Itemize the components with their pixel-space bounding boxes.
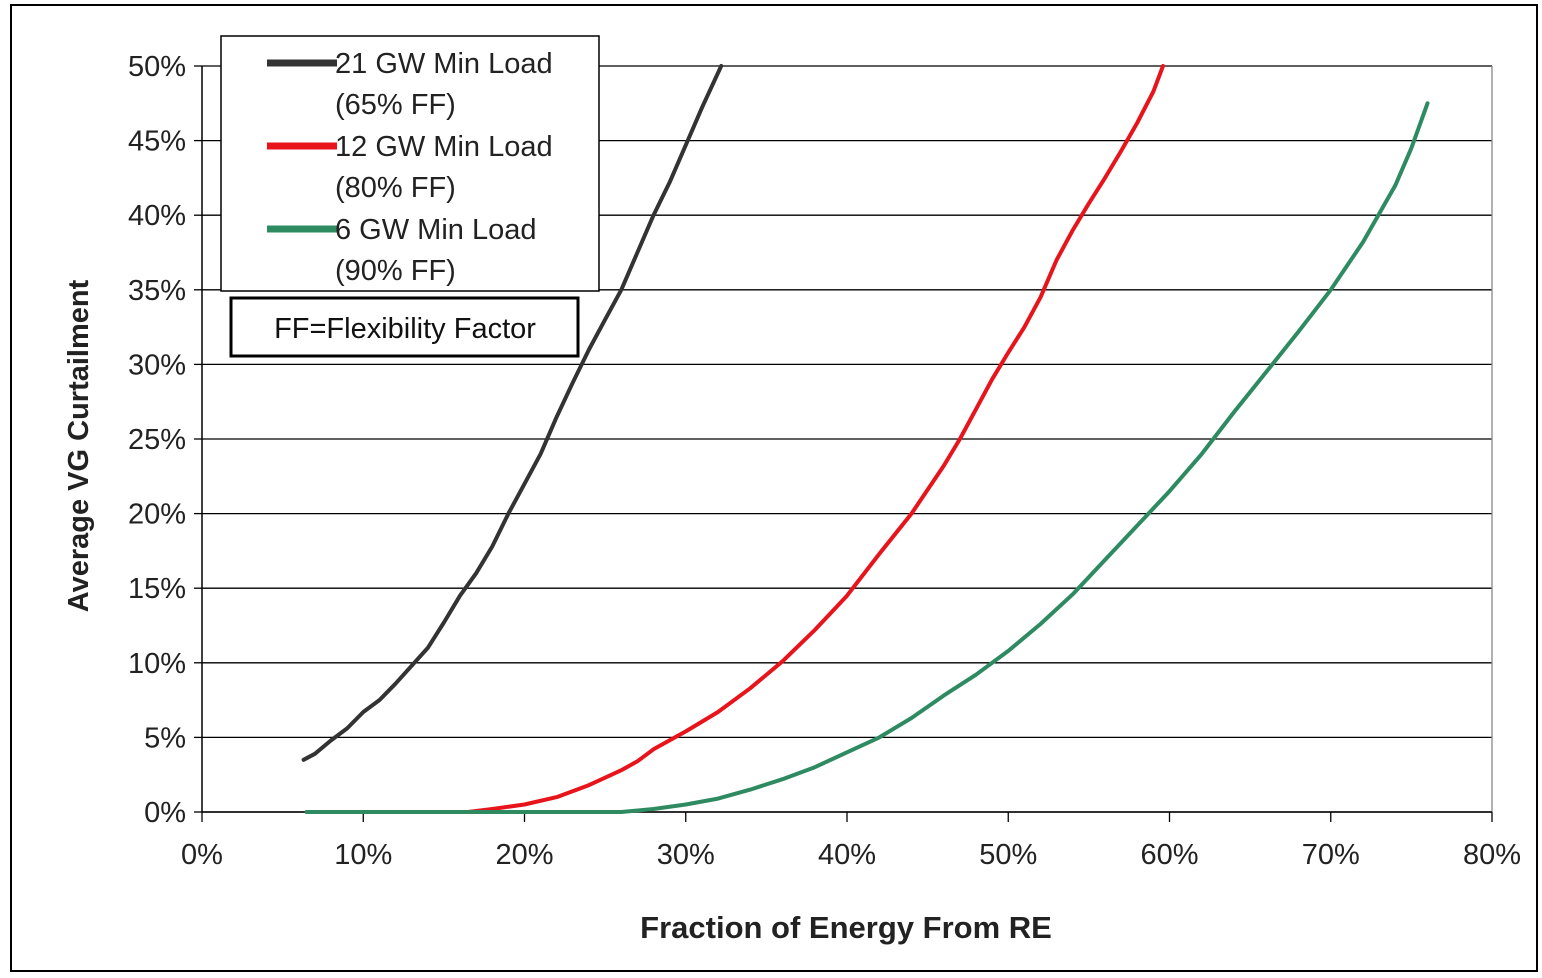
annotation-text: FF=Flexibility Factor (274, 313, 536, 345)
legend-box (220, 35, 600, 292)
y-axis-label: Average VG Curtailment (63, 279, 95, 612)
x-tick-label: 60% (1140, 839, 1198, 871)
x-tick-label: 80% (1463, 839, 1521, 871)
chart-frame: 0% 5% 10% 15% 20% 25% 30% 35% 40% 45% 50% 0% 10% 20% 3… (10, 4, 1538, 972)
legend-sublabel: (65% FF) (335, 89, 456, 121)
legend-label: 21 GW Min Load (335, 48, 553, 80)
y-tick-label: 10% (128, 648, 186, 680)
axes: 0% 5% 10% 15% 20% 25% 30% 35% 40% 45% 50% 0% 10% 20% 3… (128, 51, 1521, 871)
y-tick-label: 40% (128, 200, 186, 232)
legend-label: 6 GW Min Load (335, 214, 536, 246)
legend-label: 12 GW Min Load (335, 131, 553, 163)
y-tick-label: 5% (144, 722, 186, 754)
y-tick-label: 15% (128, 573, 186, 605)
x-tick-label: 70% (1302, 839, 1360, 871)
line-chart: 0% 5% 10% 15% 20% 25% 30% 35% 40% 45% 50% 0% 10% 20% 3… (63, 35, 1521, 945)
x-tick-label: 40% (818, 839, 876, 871)
x-tick-label: 0% (181, 839, 223, 871)
series-lines (301, 64, 1430, 814)
y-tick-label: 50% (128, 51, 186, 83)
annotation-box: FF=Flexibility Factor (229, 296, 580, 358)
y-tick-label: 30% (128, 349, 186, 381)
legend: 21 GW Min Load (65% FF) 12 GW Min Load (80%… (220, 35, 600, 292)
x-tick-label: 50% (979, 839, 1037, 871)
y-tick-label: 20% (128, 499, 186, 531)
y-tick-label: 35% (128, 275, 186, 307)
series-line (304, 64, 1165, 814)
annotation-border (229, 296, 580, 358)
y-tick-label: 0% (144, 797, 186, 829)
x-tick-label: 10% (334, 839, 392, 871)
series-line (301, 64, 724, 762)
y-tick-label: 25% (128, 424, 186, 456)
x-tick-label: 20% (495, 839, 553, 871)
series-line (304, 101, 1430, 814)
x-axis-label: Fraction of Energy From RE (640, 910, 1052, 945)
x-tick-label: 30% (657, 839, 715, 871)
legend-sublabel: (90% FF) (335, 255, 456, 287)
legend-sublabel: (80% FF) (335, 172, 456, 204)
y-tick-label: 45% (128, 126, 186, 158)
